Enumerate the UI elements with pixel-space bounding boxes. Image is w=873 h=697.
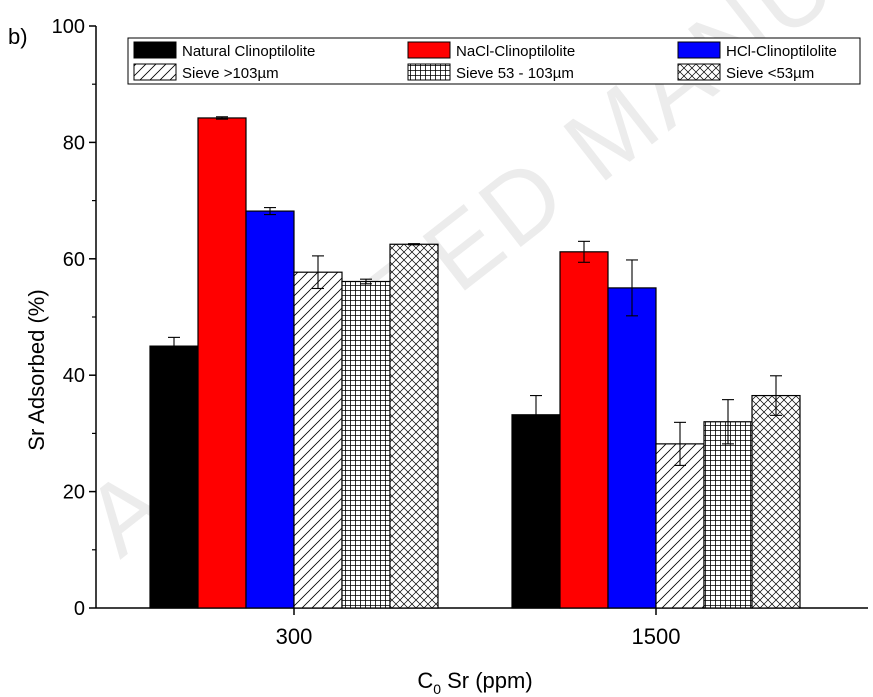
plot-area: 0 20 40 60 80 100 300 1500 xyxy=(52,16,868,649)
x-axis-label-subscript: 0 xyxy=(433,681,441,697)
legend-label: Sieve <53µm xyxy=(726,65,814,82)
bar xyxy=(245,210,295,609)
legend-swatch xyxy=(133,41,177,59)
y-tick-label: 0 xyxy=(74,598,85,620)
bar xyxy=(751,394,801,609)
y-tick-label: 100 xyxy=(52,16,85,38)
legend-label: NaCl-Clinoptilolite xyxy=(456,43,575,60)
bar xyxy=(607,287,657,609)
legend-swatch xyxy=(407,41,451,59)
x-axis-label-main: C xyxy=(417,668,433,693)
legend-swatch xyxy=(407,63,451,81)
bar xyxy=(559,251,609,609)
legend-box xyxy=(127,37,861,85)
legend-label: Sieve >103µm xyxy=(182,65,279,82)
y-tick-label: 60 xyxy=(63,249,85,271)
legend-label: Sieve 53 - 103µm xyxy=(456,65,574,82)
x-tick-label: 1500 xyxy=(632,624,681,649)
y-tick-label: 40 xyxy=(63,365,85,387)
legend-swatch xyxy=(677,63,721,81)
legend-label: HCl-Clinoptilolite xyxy=(726,43,837,60)
y-axis-label: Sr Adsorbed (%) xyxy=(24,289,49,450)
bar xyxy=(341,280,391,609)
y-tick-label: 20 xyxy=(63,482,85,504)
bar xyxy=(655,443,705,609)
legend: Natural Clinoptilolite NaCl-Clinoptilolit… xyxy=(127,37,861,85)
bar xyxy=(511,414,561,609)
bar xyxy=(293,271,343,609)
x-axis-label-rest: Sr (ppm) xyxy=(441,668,533,693)
y-tick-label: 80 xyxy=(63,132,85,154)
bar xyxy=(389,243,439,609)
bar xyxy=(149,345,199,609)
legend-label: Natural Clinoptilolite xyxy=(182,43,315,60)
legend-swatch xyxy=(133,63,177,81)
bar xyxy=(197,117,247,609)
panel-label: b) xyxy=(8,24,28,49)
x-axis-label: C0 Sr (ppm) xyxy=(417,668,532,697)
x-tick-label: 300 xyxy=(276,624,313,649)
bar xyxy=(703,421,753,609)
legend-swatch xyxy=(677,41,721,59)
